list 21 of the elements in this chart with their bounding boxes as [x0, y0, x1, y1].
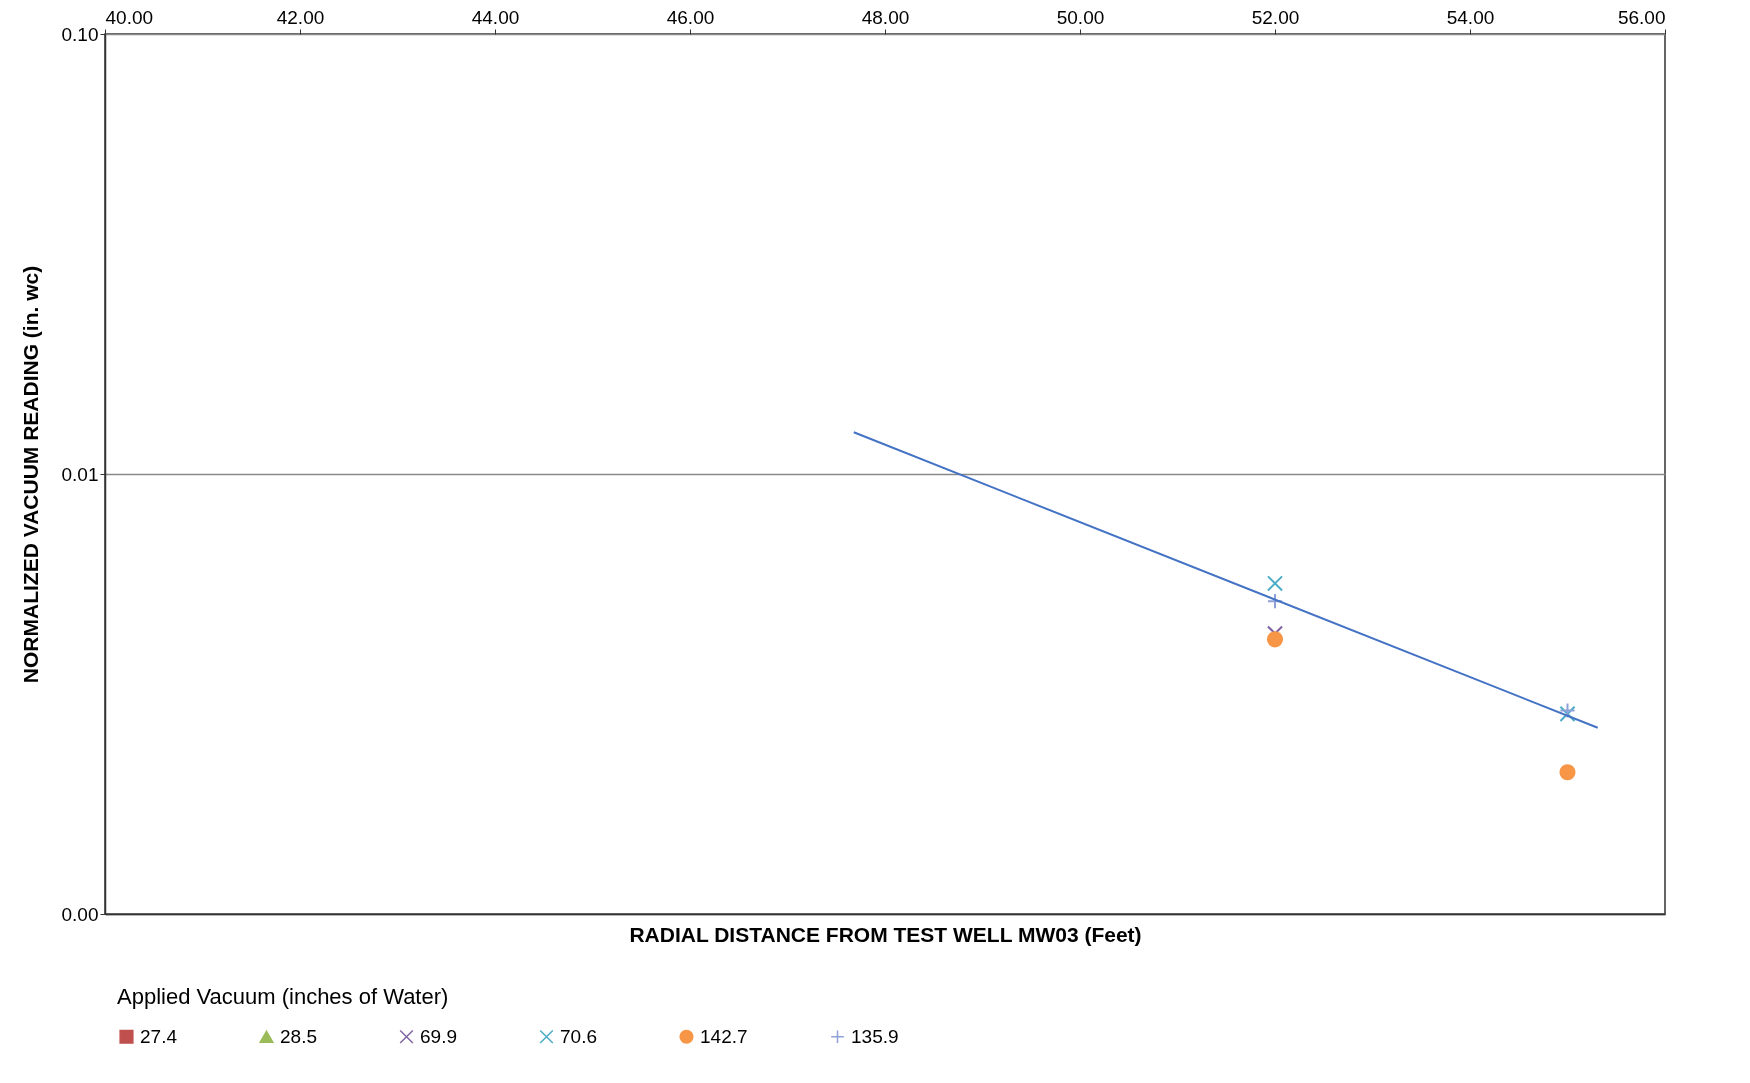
x-tick-label: 54.00	[1446, 6, 1495, 28]
y-tick-label: 0.00	[61, 903, 99, 925]
y-tick-label: 0.10	[61, 23, 99, 45]
y-axis-title: NORMALIZED VACUUM READING (in. wc)	[18, 265, 42, 684]
x-tick-label: 40.00	[105, 6, 154, 28]
x-tick-label: 50.00	[1056, 6, 1105, 28]
legend-label: 70.6	[560, 1025, 597, 1047]
x-tick-label: 46.00	[666, 6, 715, 28]
x-tick-label: 52.00	[1251, 6, 1300, 28]
x-tick-label: 42.00	[276, 6, 325, 28]
legend-label: 27.4	[140, 1025, 178, 1047]
x-axis-title: RADIAL DISTANCE FROM TEST WELL MW03 (Feet)	[629, 922, 1142, 946]
legend-label: 28.5	[280, 1025, 317, 1047]
legend-label: 69.9	[420, 1025, 457, 1047]
x-tick-label: 56.00	[1617, 6, 1666, 28]
x-tick-label: 48.00	[861, 6, 910, 28]
legend-label: 135.9	[851, 1025, 899, 1047]
x-tick-label: 44.00	[471, 6, 520, 28]
legend-label: 142.7	[700, 1025, 748, 1047]
y-tick-label: 0.01	[61, 463, 99, 485]
legend-title: Applied Vacuum (inches of Water)	[117, 984, 449, 1009]
